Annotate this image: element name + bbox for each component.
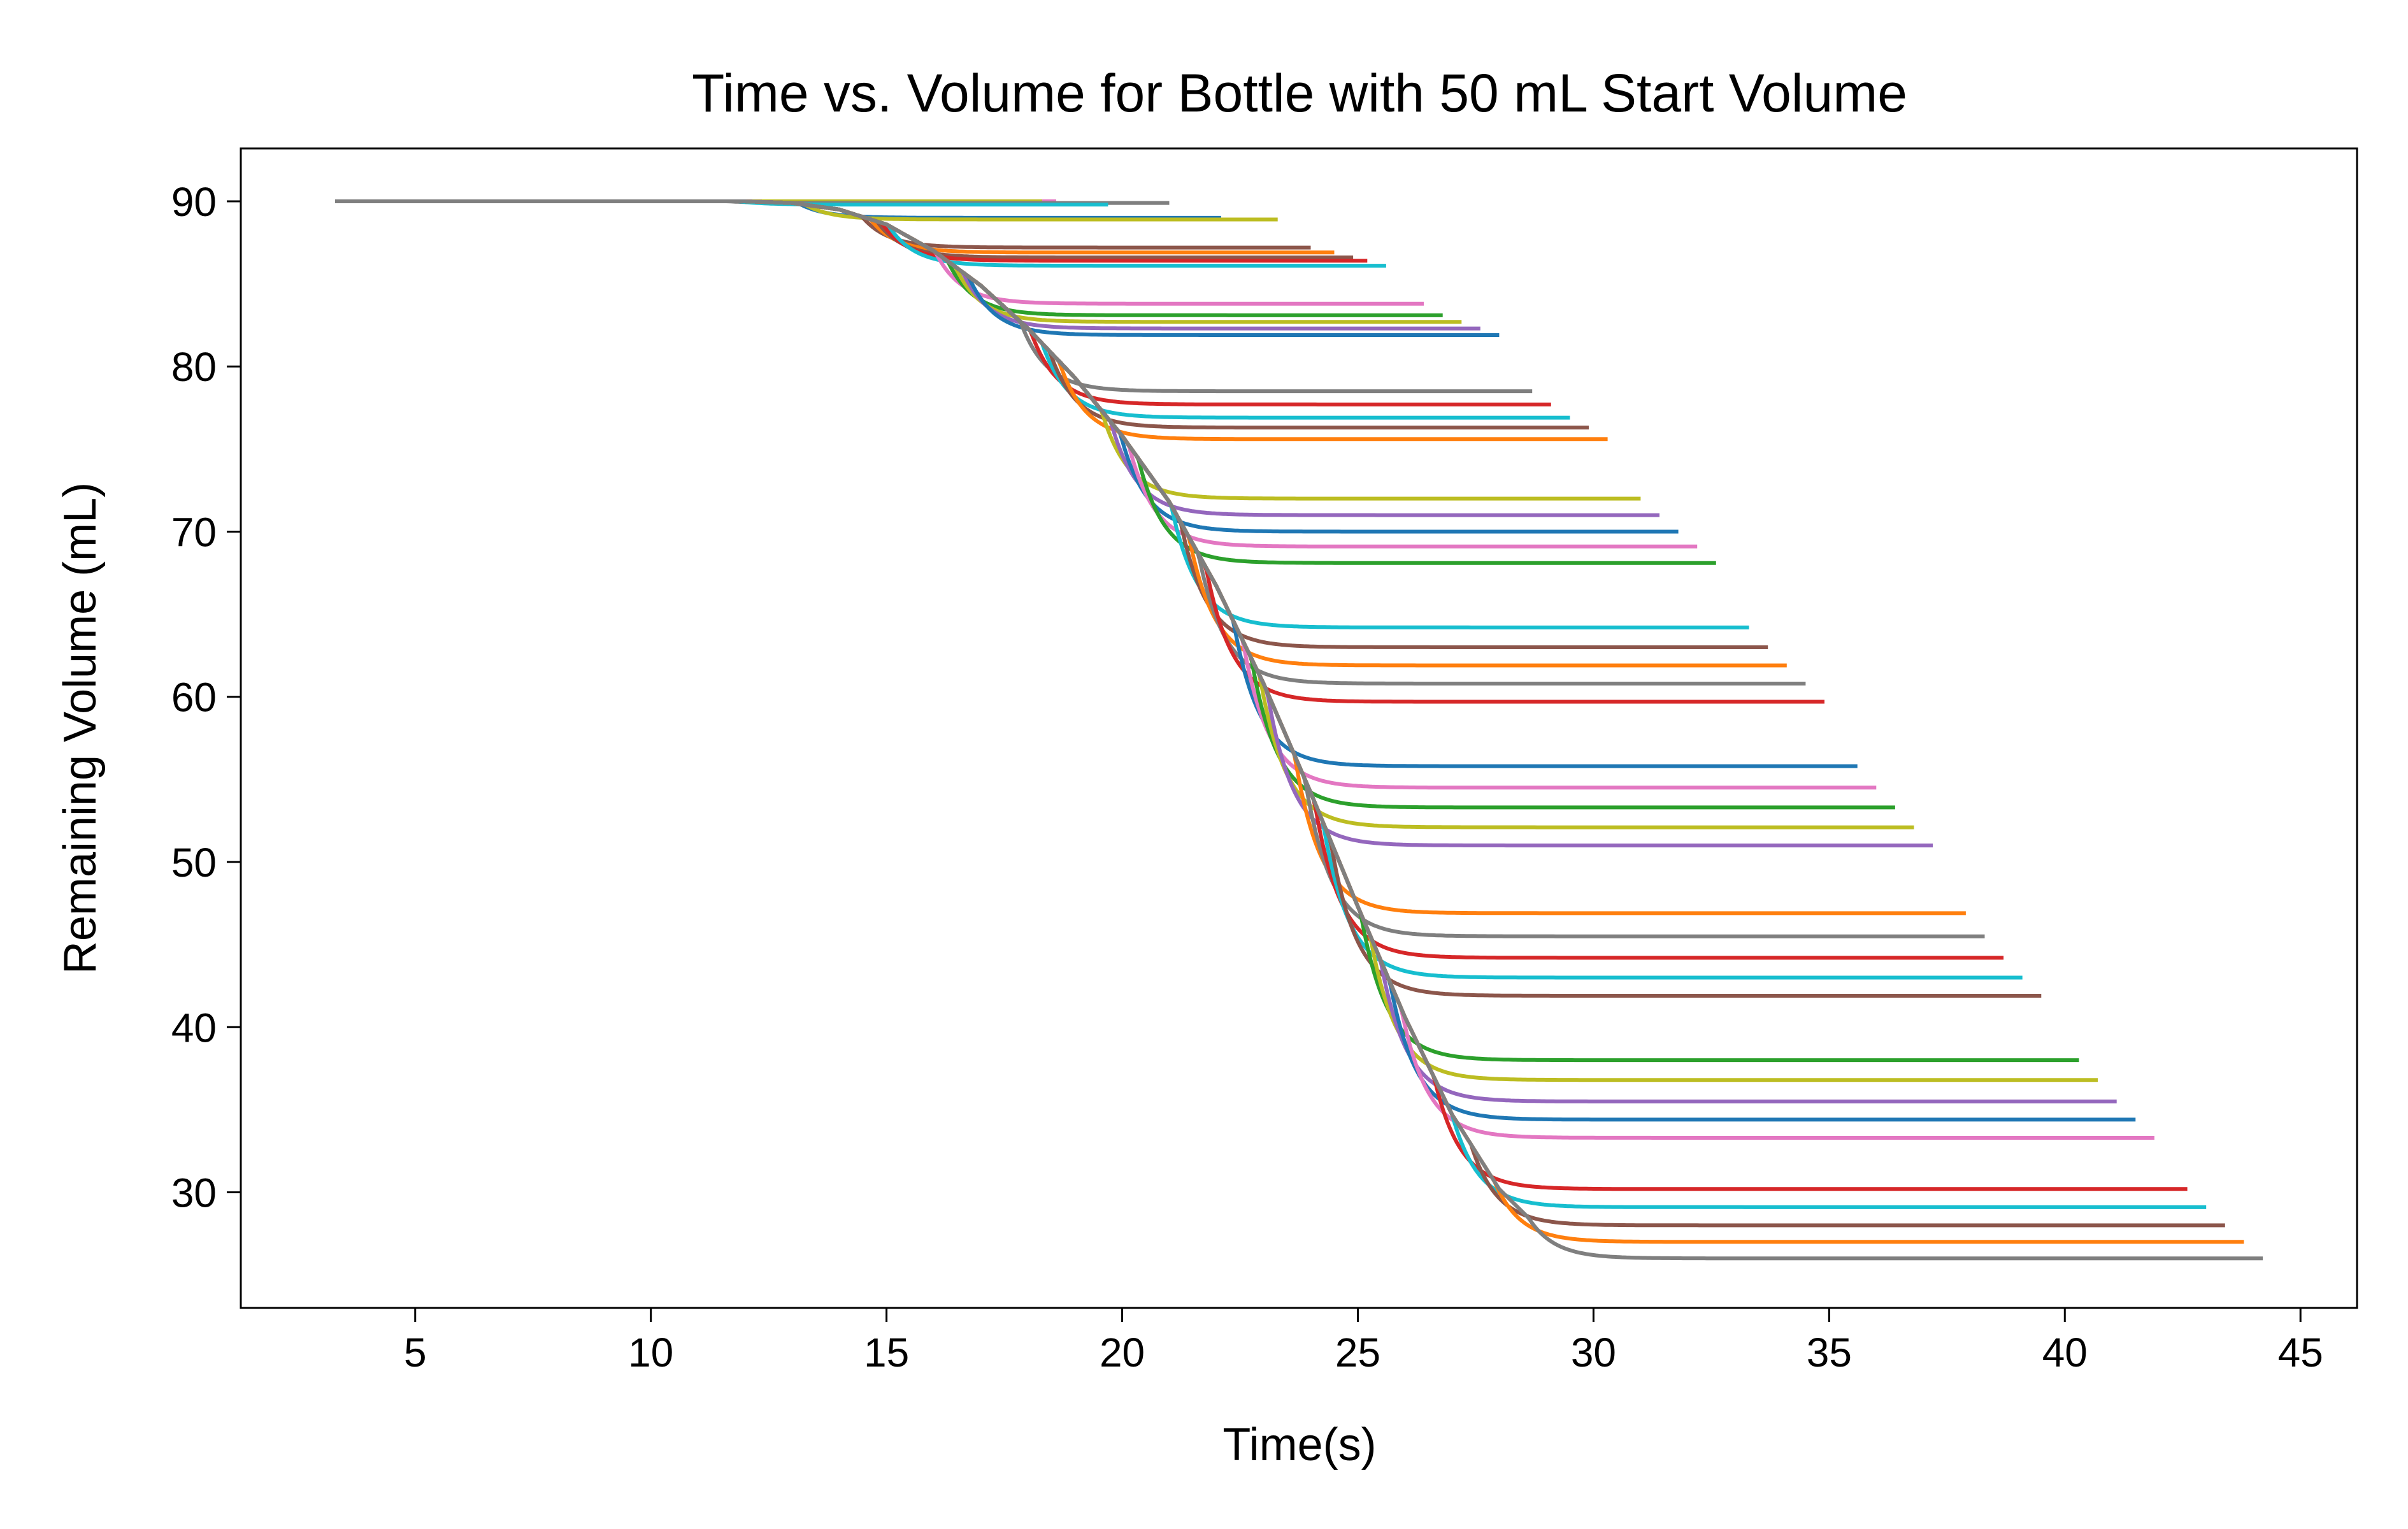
x-axis-ticks: 5 10 15 20 25 30 35 40 45 (404, 1308, 2323, 1375)
x-tick-label: 45 (2278, 1330, 2323, 1375)
x-tick-label: 15 (864, 1330, 909, 1375)
y-axis-ticks: 30 40 50 60 70 80 90 (171, 179, 241, 1216)
plot-lines (335, 199, 2263, 1261)
x-tick-label: 5 (404, 1330, 427, 1375)
x-axis-label: Time(s) (1222, 1419, 1376, 1470)
chart-title: Time vs. Volume for Bottle with 50 mL St… (692, 63, 1907, 123)
y-tick-label: 40 (171, 1005, 217, 1051)
y-tick-label: 80 (171, 344, 217, 390)
y-tick-label: 50 (171, 840, 217, 886)
y-tick-label: 30 (171, 1170, 217, 1216)
series-line-s51 (335, 199, 2263, 1261)
x-tick-label: 20 (1100, 1330, 1145, 1375)
y-tick-label: 60 (171, 675, 217, 721)
x-tick-label: 10 (628, 1330, 673, 1375)
x-tick-label: 35 (1807, 1330, 1852, 1375)
y-tick-label: 90 (171, 179, 217, 225)
x-tick-label: 25 (1335, 1330, 1380, 1375)
x-tick-label: 40 (2042, 1330, 2088, 1375)
y-axis-label: Remaining Volume (mL) (55, 482, 106, 974)
plot-frame (240, 147, 2358, 1309)
y-tick-label: 70 (171, 509, 217, 555)
x-tick-label: 30 (1571, 1330, 1616, 1375)
